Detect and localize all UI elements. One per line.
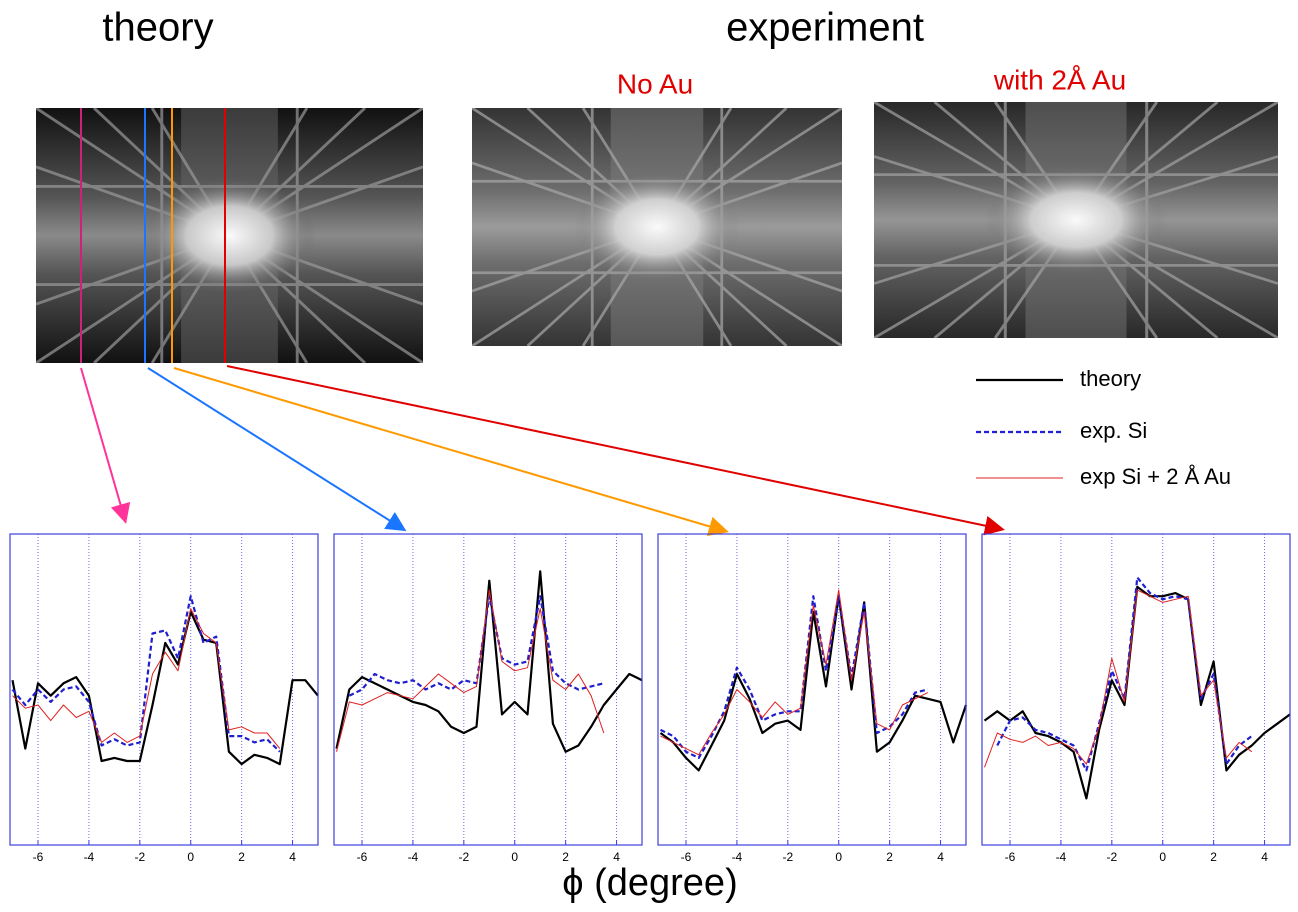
legend-label: exp. Si — [1080, 418, 1147, 443]
x-tick-label: 4 — [937, 850, 944, 864]
x-tick-label: -4 — [84, 850, 95, 864]
x-tick-label: -2 — [782, 850, 793, 864]
x-tick-label: 0 — [187, 850, 194, 864]
x-tick-label: -2 — [458, 850, 469, 864]
no-au-label: No Au — [617, 68, 693, 99]
with-au-pattern — [874, 102, 1278, 338]
x-tick-label: -2 — [134, 850, 145, 864]
x-tick-label: 2 — [562, 850, 569, 864]
x-tick-label: -6 — [357, 850, 368, 864]
plot-frame — [9, 533, 319, 846]
theory-heading: theory — [102, 6, 213, 50]
with-au-label: with 2Å Au — [993, 64, 1126, 95]
line-chart: -6 -4 -2 0 2 4 — [657, 533, 968, 864]
x-tick-label: 0 — [511, 850, 518, 864]
series-line — [983, 585, 1291, 800]
x-tick-label: -6 — [681, 850, 692, 864]
line-chart: -6 -4 -2 0 2 4 — [981, 533, 1291, 864]
series-line — [336, 589, 605, 752]
series-line — [660, 595, 929, 759]
plot-frame — [333, 533, 643, 846]
plot-frame — [981, 533, 1291, 846]
series-line — [659, 595, 968, 772]
arrow — [173, 367, 729, 537]
experiment-heading: experiment — [726, 6, 924, 50]
series-line — [984, 589, 1253, 768]
cut-lines — [80, 108, 226, 363]
theory-pattern — [36, 108, 423, 363]
series-line — [11, 610, 319, 766]
x-tick-label: -4 — [1056, 850, 1067, 864]
x-tick-label: -2 — [1106, 850, 1117, 864]
line-chart: -6 -4 -2 0 2 4 — [9, 533, 319, 864]
x-tick-label: 2 — [1210, 850, 1217, 864]
legend-label: theory — [1080, 366, 1141, 391]
no-au-pattern — [472, 108, 842, 346]
series-line — [660, 589, 929, 756]
series-line — [996, 576, 1253, 772]
x-tick-label: 0 — [835, 850, 842, 864]
plots: -6 -4 -2 0 2 4 -6 -4 -2 0 2 4 -6 -4 -2 0 2 4 -6 -4 -2 0 2 4 — [9, 533, 1291, 864]
x-tick-label: 2 — [886, 850, 893, 864]
plot-frame — [657, 533, 967, 846]
legend: theory exp. Si exp Si + 2 Å Au — [976, 366, 1231, 489]
x-tick-label: -6 — [1005, 850, 1016, 864]
arrow — [147, 367, 407, 532]
x-axis-title: ϕ (degree) — [562, 862, 737, 904]
legend-label: exp Si + 2 Å Au — [1080, 464, 1231, 489]
series-line — [11, 595, 281, 753]
x-tick-label: 0 — [1159, 850, 1166, 864]
x-tick-label: 4 — [289, 850, 296, 864]
arrow — [226, 365, 1005, 536]
x-tick-label: 4 — [1261, 850, 1268, 864]
x-tick-label: 4 — [613, 850, 620, 864]
series-line — [12, 608, 281, 749]
x-tick-label: -4 — [408, 850, 419, 864]
x-tick-label: 2 — [238, 850, 245, 864]
arrows — [80, 365, 1005, 537]
x-tick-label: -6 — [33, 850, 44, 864]
arrow — [80, 367, 131, 524]
x-tick-label: -4 — [732, 850, 743, 864]
line-chart: -6 -4 -2 0 2 4 — [333, 533, 643, 864]
series-line — [335, 570, 643, 753]
